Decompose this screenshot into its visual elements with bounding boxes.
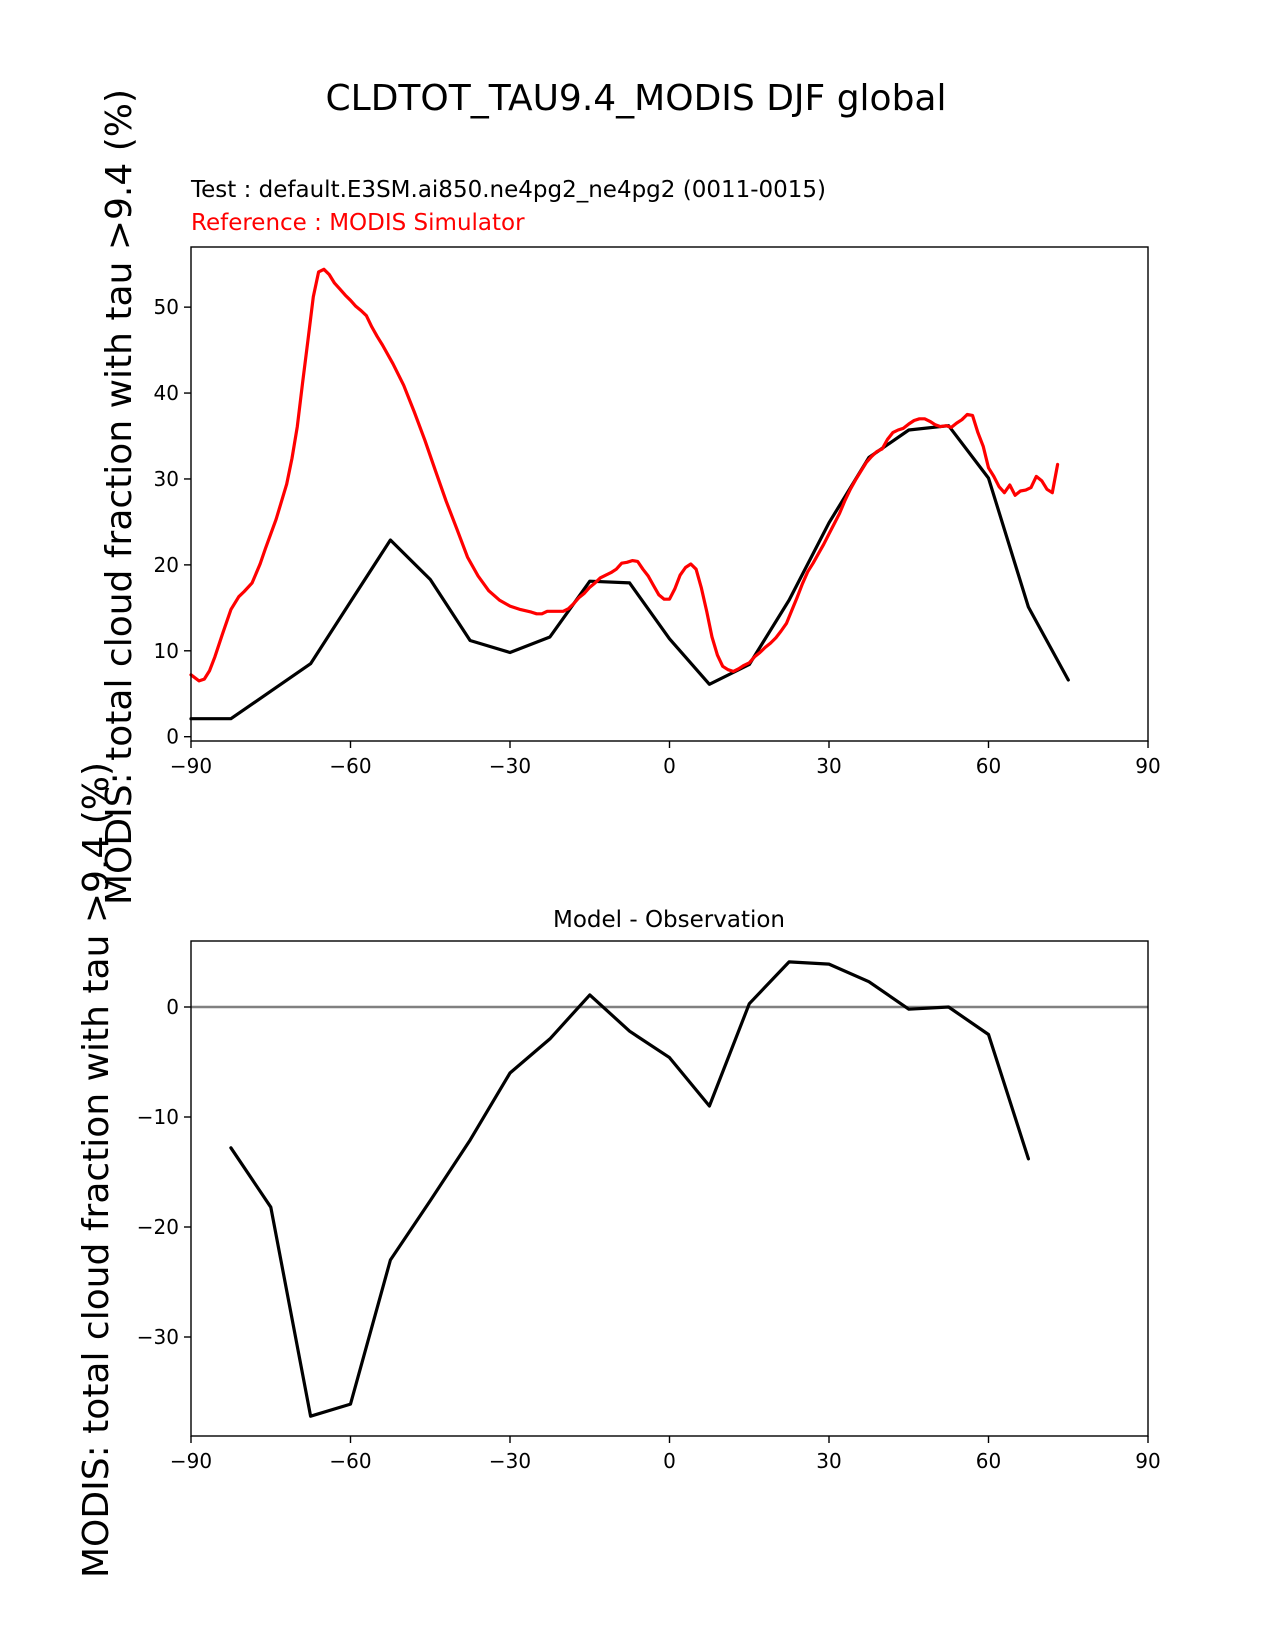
series-line-1 [189,424,1070,721]
y-tick-label: −20 [137,1215,179,1239]
x-tick-label: −30 [489,754,531,778]
x-tick-label: 30 [816,754,841,778]
reference-label: Reference : MODIS Simulator [191,210,525,236]
x-tick-label: 90 [1135,1449,1160,1473]
x-tick-label: 0 [663,1449,676,1473]
panel-2-ylabel: MODIS: total cloud fraction with tau >9.… [76,762,117,1578]
x-tick-label: −60 [329,1449,371,1473]
y-tick-label: 20 [154,553,179,577]
panel-2-plot: −90 −60 −30 0 30 60 90 0 −10 −20 −30 [137,940,1161,1473]
x-tick-label: 60 [976,754,1001,778]
x-tick-label: 60 [976,1449,1001,1473]
figure-title: CLDTOT_TAU9.4_MODIS DJF global [326,78,947,119]
y-tick-label: 30 [154,467,179,491]
x-tick-label: 90 [1135,754,1160,778]
x-tick-label: −90 [170,754,212,778]
y-tick-label: 40 [154,381,179,405]
y-tick-label: −10 [137,1105,179,1129]
x-tick-label: −90 [170,1449,212,1473]
x-tick-label: −60 [329,754,371,778]
series-line-2 [189,267,1060,683]
x-tick-label: 0 [663,754,676,778]
test-label: Test : default.E3SM.ai850.ne4pg2_ne4pg2 … [190,177,826,203]
y-tick-label: 50 [154,295,179,319]
y-tick-label: −30 [137,1325,179,1349]
panel-1-ylabel: MODIS: total cloud fraction with tau >9.… [99,89,140,905]
plot-frame [190,940,1149,1437]
y-tick-label: 10 [154,639,179,663]
y-tick-label: 0 [166,725,179,749]
series-line-1 [229,960,1031,1418]
panel-1-plot: −90 −60 −30 0 30 60 90 0 10 20 30 40 50 [154,246,1161,778]
panel-2-title: Model - Observation [553,907,785,933]
x-tick-label: 30 [816,1449,841,1473]
x-tick-label: −30 [489,1449,531,1473]
y-tick-label: 0 [166,995,179,1019]
